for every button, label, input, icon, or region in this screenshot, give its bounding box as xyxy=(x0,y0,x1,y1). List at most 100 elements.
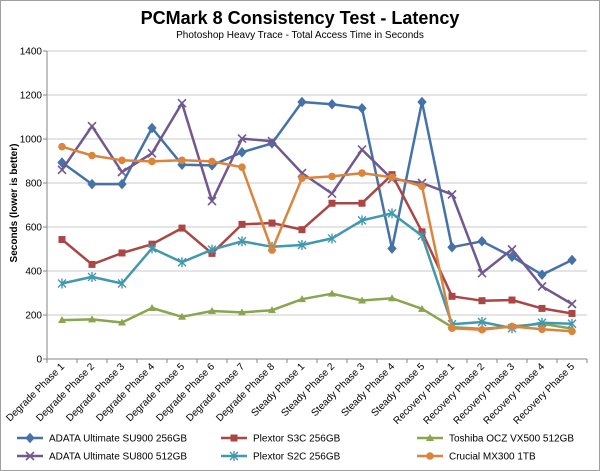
data-point xyxy=(448,324,456,333)
legend-label: Toshiba OCZ VX500 512GB xyxy=(449,434,574,445)
legend-label: Crucial MX300 1TB xyxy=(449,452,536,463)
data-point xyxy=(388,173,396,182)
data-point xyxy=(298,295,306,303)
y-axis-label: Seconds (lower is better) xyxy=(9,144,20,263)
series-line xyxy=(61,145,573,333)
data-point xyxy=(387,243,397,254)
data-point xyxy=(327,233,337,244)
data-point xyxy=(88,315,96,323)
series-line xyxy=(61,173,573,315)
legend-item: Toshiba OCZ VX500 512GB xyxy=(417,434,574,445)
data-point xyxy=(327,98,337,110)
series-4 xyxy=(57,208,577,334)
data-point xyxy=(418,182,426,191)
series-1 xyxy=(58,171,576,317)
data-point xyxy=(237,133,247,144)
data-point xyxy=(148,303,156,311)
data-point xyxy=(177,98,187,108)
data-point xyxy=(208,307,216,315)
series-layer xyxy=(57,96,577,336)
data-point xyxy=(477,317,487,328)
data-point xyxy=(87,271,97,282)
series-line xyxy=(60,101,573,306)
x-tick-label: Steady Phase 3 xyxy=(309,361,367,419)
y-tick-label: 1200 xyxy=(20,91,43,102)
chart-subtitle: Photoshop Heavy Trace - Total Access Tim… xyxy=(176,30,424,41)
data-point xyxy=(567,318,577,329)
y-tick-label: 600 xyxy=(25,223,42,234)
data-point xyxy=(267,136,277,146)
data-point xyxy=(357,102,367,114)
data-point xyxy=(417,96,427,108)
x-tick-label: Steady Phase 1 xyxy=(249,361,307,419)
data-point xyxy=(537,269,547,280)
data-point xyxy=(147,148,157,158)
data-point xyxy=(58,236,66,244)
data-point xyxy=(238,220,246,228)
legend-label: ADATA Ultimate SU900 256GB xyxy=(49,434,187,445)
data-point xyxy=(87,121,97,131)
data-point xyxy=(147,122,157,134)
data-point xyxy=(568,327,576,336)
legend: ADATA Ultimate SU900 256GB Plextor S3C 25… xyxy=(17,432,574,463)
data-point xyxy=(328,172,336,181)
data-point xyxy=(418,304,426,312)
data-point xyxy=(478,325,486,334)
data-point xyxy=(117,167,127,177)
data-point xyxy=(538,325,546,334)
data-point xyxy=(358,199,366,207)
series-line xyxy=(61,212,573,330)
data-point xyxy=(208,157,216,166)
data-point xyxy=(148,157,156,166)
y-tick-label: 0 xyxy=(36,355,42,366)
legend-label: ADATA Ultimate SU800 512GB xyxy=(49,452,187,463)
data-point xyxy=(447,241,457,253)
legend-marker xyxy=(229,451,239,461)
data-point xyxy=(448,292,456,300)
gridlines xyxy=(47,50,587,360)
data-point xyxy=(88,151,96,160)
y-tick-label: 800 xyxy=(25,179,42,190)
data-point xyxy=(268,246,276,254)
series-line xyxy=(61,100,573,276)
data-point xyxy=(327,188,337,199)
data-point xyxy=(567,299,577,309)
data-point xyxy=(57,165,67,175)
data-point xyxy=(447,189,457,200)
data-point xyxy=(538,304,546,312)
data-point xyxy=(328,289,336,297)
data-point xyxy=(387,208,397,219)
data-point xyxy=(178,156,186,165)
data-point xyxy=(568,309,576,317)
data-point xyxy=(117,278,127,289)
legend-marker xyxy=(25,451,35,461)
data-point xyxy=(358,169,366,177)
legend-item: Crucial MX300 1TB xyxy=(417,452,536,463)
legend-label: Plextor S3C 256GB xyxy=(253,434,341,445)
x-tick-label: Steady Phase 4 xyxy=(339,361,397,419)
data-point xyxy=(178,224,186,232)
data-point xyxy=(268,306,276,314)
data-point xyxy=(118,156,126,165)
y-tick-label: 1000 xyxy=(20,135,43,146)
data-point xyxy=(118,249,126,257)
x-tick-label: Steady Phase 5 xyxy=(369,361,427,419)
legend-marker xyxy=(426,452,434,460)
legend-item: ADATA Ultimate SU800 512GB xyxy=(17,451,187,463)
data-point xyxy=(567,254,577,266)
data-point xyxy=(87,178,97,190)
data-point xyxy=(57,278,67,289)
y-tick-label: 200 xyxy=(25,311,42,322)
legend-label: Plextor S2C 256GB xyxy=(253,452,341,463)
data-point xyxy=(478,297,486,305)
data-point xyxy=(177,257,187,268)
y-tick-label: 1400 xyxy=(20,47,43,58)
data-point xyxy=(357,215,367,226)
data-point xyxy=(477,268,487,278)
legend-item: Plextor S2C 256GB xyxy=(221,451,341,463)
data-point xyxy=(58,142,66,151)
data-point xyxy=(508,296,516,304)
data-point xyxy=(507,244,517,255)
